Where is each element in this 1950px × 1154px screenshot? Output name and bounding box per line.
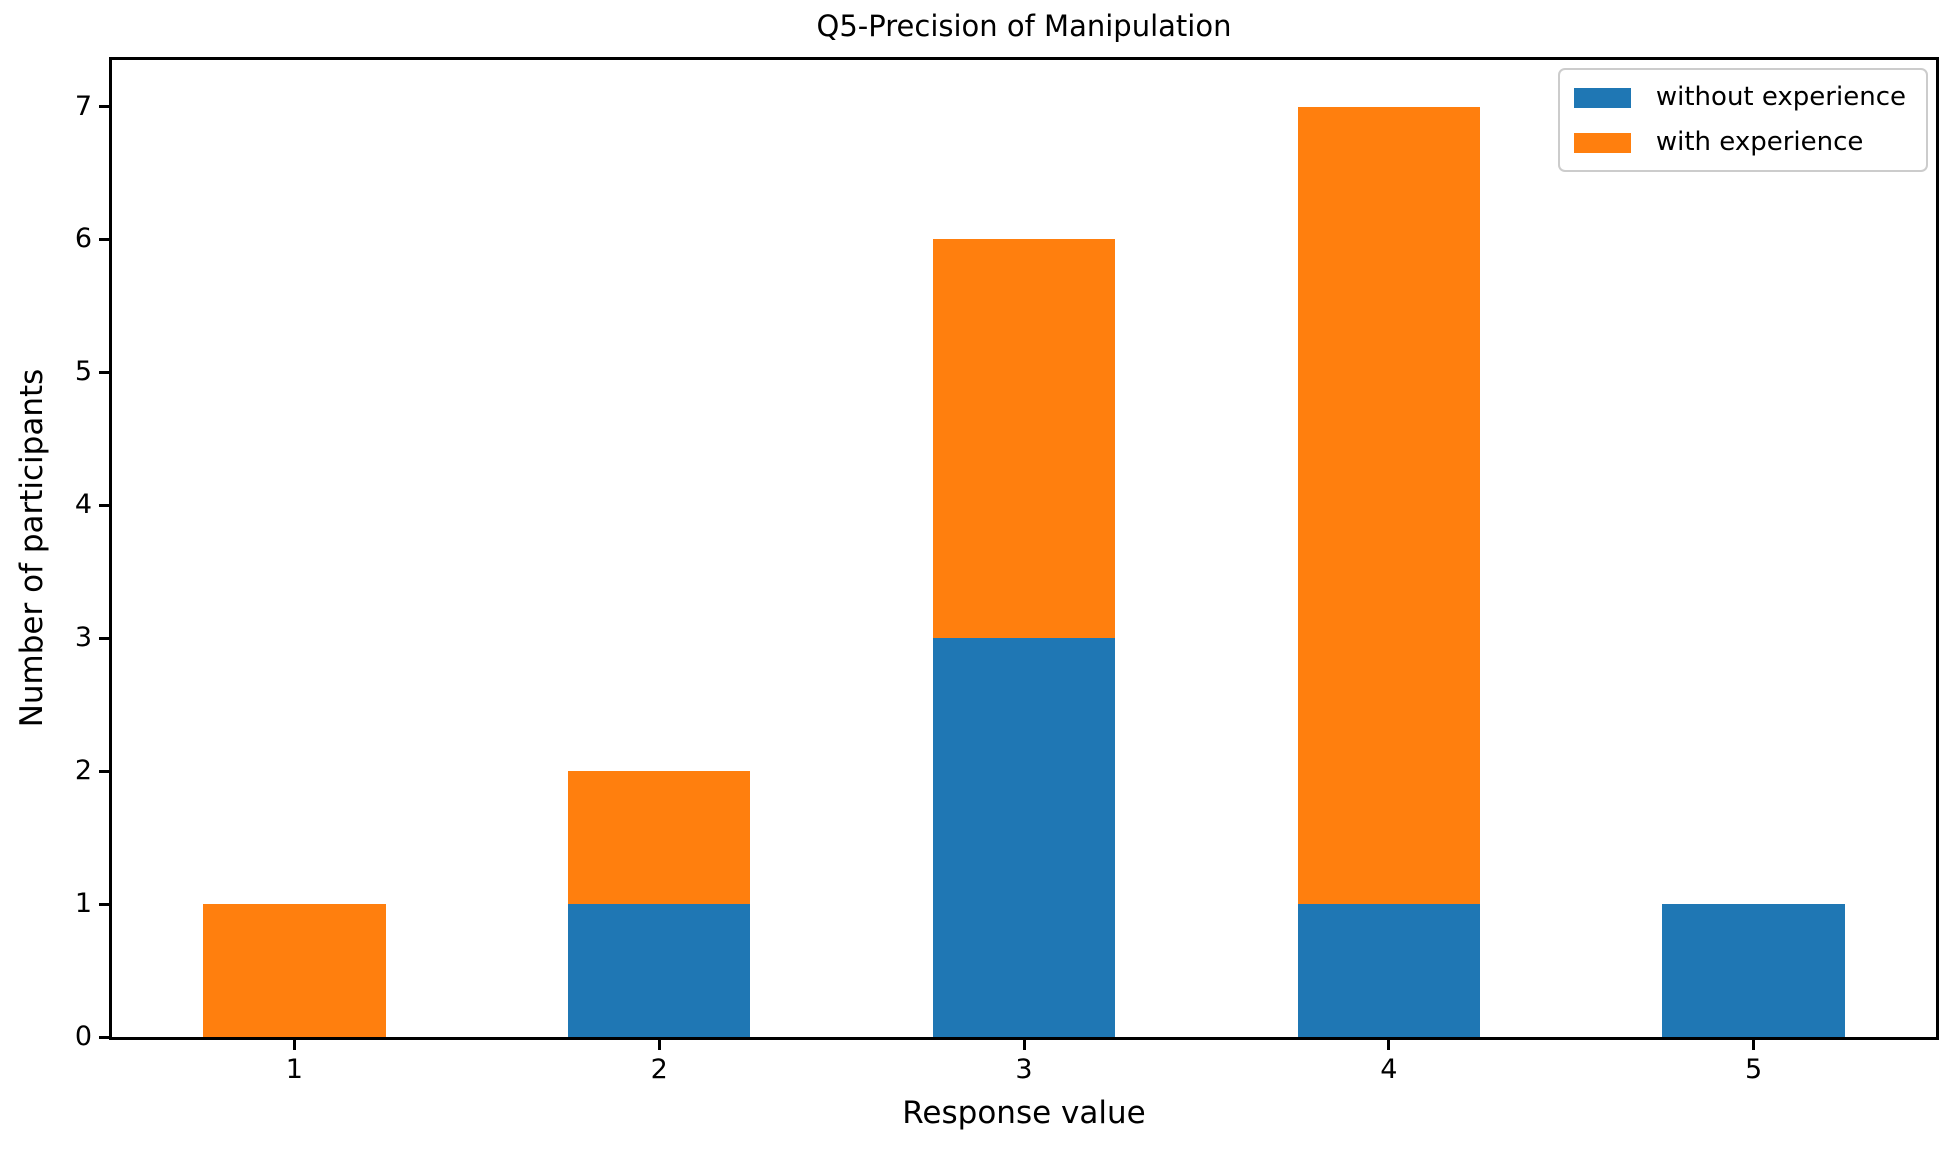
x-tick-mark-3 bbox=[1022, 1040, 1026, 1050]
y-tick-label-6: 6 bbox=[74, 223, 92, 255]
bar-3-with-experience bbox=[932, 239, 1116, 639]
y-tick-label-2: 2 bbox=[74, 755, 92, 787]
y-tick-mark-6 bbox=[99, 237, 109, 241]
y-tick-label-0: 0 bbox=[74, 1021, 92, 1052]
legend-label-without-experience: without experience bbox=[1655, 82, 1906, 112]
x-tick-label-5: 5 bbox=[1745, 1054, 1763, 1085]
y-tick-mark-4 bbox=[99, 503, 109, 507]
bar-5-without-experience bbox=[1662, 904, 1845, 1037]
x-tick-mark-4 bbox=[1387, 1040, 1391, 1050]
chart-title: Q5-Precision of Manipulation bbox=[816, 9, 1232, 43]
y-tick-mark-3 bbox=[99, 636, 109, 640]
y-tick-label-1: 1 bbox=[74, 888, 92, 920]
bar-3-without-experience bbox=[932, 638, 1116, 1037]
y-tick-label-4: 4 bbox=[74, 489, 92, 521]
x-tick-mark-1 bbox=[292, 1040, 296, 1050]
bar-2-without-experience bbox=[568, 904, 751, 1037]
x-tick-label-1: 1 bbox=[285, 1054, 303, 1085]
plot-area: without experience with experience bbox=[109, 57, 1939, 1040]
y-tick-label-5: 5 bbox=[74, 356, 92, 388]
x-tick-label-3: 3 bbox=[1015, 1054, 1033, 1085]
bar-1-with-experience bbox=[203, 904, 386, 1037]
x-axis-label: Response value bbox=[902, 1095, 1146, 1131]
bar-4-with-experience bbox=[1297, 106, 1480, 905]
x-tick-label-2: 2 bbox=[650, 1054, 668, 1085]
legend-item-with-experience: with experience bbox=[1573, 127, 1906, 158]
x-tick-mark-5 bbox=[1752, 1040, 1756, 1050]
x-tick-label-4: 4 bbox=[1380, 1054, 1398, 1085]
y-axis-label: Number of participants bbox=[14, 368, 50, 728]
legend-label-with-experience: with experience bbox=[1655, 127, 1864, 157]
y-tick-mark-7 bbox=[99, 105, 109, 109]
bars-layer bbox=[112, 60, 1936, 1037]
y-tick-mark-1 bbox=[99, 902, 109, 906]
legend: without experience with experience bbox=[1557, 68, 1928, 172]
x-tick-mark-2 bbox=[657, 1040, 661, 1050]
y-tick-label-7: 7 bbox=[74, 90, 92, 122]
legend-swatch-with-experience bbox=[1573, 132, 1631, 153]
y-tick-mark-0 bbox=[99, 1035, 109, 1039]
bar-4-without-experience bbox=[1297, 904, 1480, 1037]
y-tick-mark-2 bbox=[99, 769, 109, 773]
y-tick-mark-5 bbox=[99, 370, 109, 374]
bar-2-with-experience bbox=[568, 771, 751, 905]
legend-swatch-without-experience bbox=[1573, 87, 1631, 108]
legend-item-without-experience: without experience bbox=[1573, 82, 1906, 113]
y-tick-label-3: 3 bbox=[74, 622, 92, 654]
